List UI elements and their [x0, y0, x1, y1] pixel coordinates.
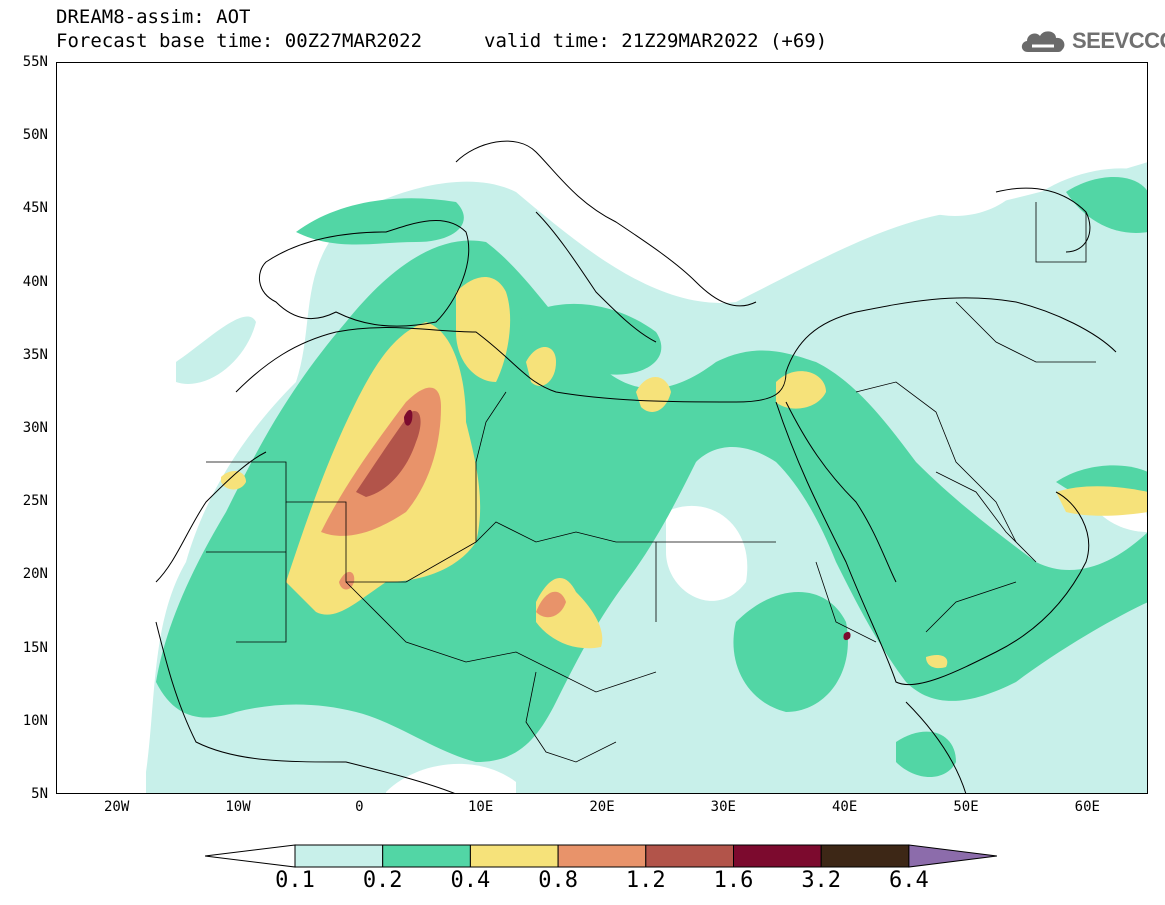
colorbar-segment [645, 844, 734, 868]
lat-tick-label: 5N [31, 786, 48, 802]
lon-tick-label: 20W [104, 799, 130, 815]
colorbar-segment [294, 844, 384, 868]
lat-tick-label: 50N [22, 127, 48, 144]
colorbar-segment [820, 844, 910, 868]
cloud-icon [1021, 31, 1065, 52]
lon-tick-label: 60E [1074, 799, 1100, 815]
logo-text: SEEVCCC [1072, 28, 1165, 53]
lat-tick-label: 15N [22, 639, 48, 656]
lon-tick-label: 20E [589, 799, 615, 815]
colorbar-segment [557, 844, 647, 868]
colorbar-tick-label: 1.6 [713, 868, 754, 893]
lat-tick-label: 10N [22, 712, 48, 729]
colorbar-tick-label: 0.4 [450, 868, 491, 893]
colorbar-tick-label: 3.2 [801, 868, 842, 893]
aot-contour-1.2 [356, 411, 421, 497]
base-time-label: Forecast base time: 00Z27MAR2022 [56, 30, 423, 52]
map-title: DREAM8-assim: AOT [56, 6, 251, 28]
colorbar-under-arrow [205, 844, 296, 868]
colorbar [205, 844, 997, 868]
lat-tick-label: 45N [22, 200, 48, 217]
lon-tick-label: 50E [953, 799, 979, 815]
lon-tick-label: 10E [468, 799, 494, 815]
aot-map [146, 140, 1148, 794]
lon-tick-label: 30E [710, 799, 736, 815]
lat-tick-label: 40N [22, 273, 48, 290]
lon-tick-label: 0 [355, 799, 364, 815]
coastlines [155, 140, 1117, 794]
lat-tick-label: 35N [22, 346, 48, 363]
lat-tick-label: 30N [22, 420, 48, 436]
colorbar-segment [382, 844, 471, 868]
colorbar-tick-label: 6.4 [889, 868, 929, 893]
map-frame [56, 62, 1148, 794]
colorbar-segment [469, 844, 559, 868]
lat-tick-label: 25N [22, 493, 48, 510]
lat-tick-label: 20N [22, 566, 48, 583]
seevccc-logo: SEEVCCC [1018, 26, 1165, 56]
borders [206, 202, 1096, 763]
aot-contour-1.6 [404, 409, 851, 641]
colorbar-tick-label: 0.2 [362, 868, 403, 893]
colorbar-segment [733, 844, 822, 868]
lon-tick-label: 10W [225, 799, 251, 815]
colorbar-tick-label: 0.1 [275, 868, 315, 893]
colorbar-tick-label: 1.2 [625, 868, 666, 893]
lat-tick-label: 55N [22, 54, 48, 70]
colorbar-over-arrow [908, 844, 997, 868]
valid-time-label: valid time: 21Z29MAR2022 (+69) [484, 30, 828, 52]
lon-tick-label: 40E [832, 799, 858, 815]
colorbar-tick-label: 0.8 [538, 868, 578, 893]
